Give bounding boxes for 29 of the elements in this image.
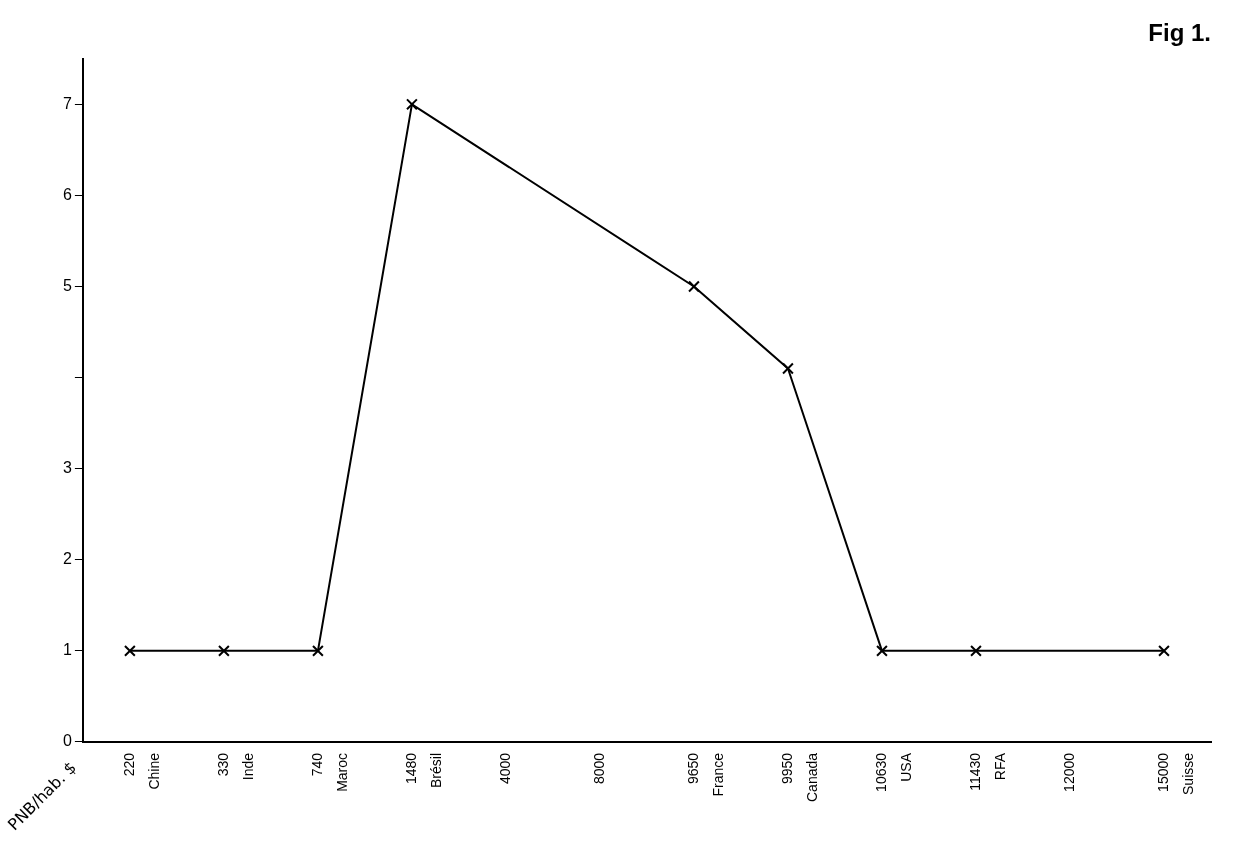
x-tick-label: 12000 [1060,752,1077,792]
y-tick-label: 5 [62,276,72,294]
x-tick-label: 220 Chine [120,752,162,790]
y-tick-label: 0 [62,732,72,750]
y-tick-label: 1 [62,641,72,659]
x-tick-label: 15000 Suisse [1154,752,1197,795]
x-tick-label: 4000 [496,752,513,785]
x-tick-label: 9950 Canada [778,752,821,803]
point [970,644,982,657]
x-tick-label: 1480 Brésil [402,752,444,788]
y-tick-label: 7 [62,94,72,112]
point [876,644,888,657]
x-tick-label: 8000 [590,752,607,785]
point [405,98,418,111]
point [782,362,794,375]
point [311,644,324,657]
x-tick-label: 10630 USA [872,752,915,792]
x-tick-label: 330 Inde [214,752,256,781]
x-tick-label: 740 Maroc [308,752,350,792]
x-tick-label: 9650 France [684,752,727,797]
y-tick-label: 6 [62,185,72,203]
y-tick-label: 2 [62,550,72,568]
point [217,644,230,657]
chart-title: Fig 1. [1148,19,1211,47]
y-tick-label: 3 [62,459,72,477]
x-tick-label: 11430 RFA [966,752,1009,791]
point [123,644,136,657]
point [688,280,700,293]
point [1158,644,1170,657]
